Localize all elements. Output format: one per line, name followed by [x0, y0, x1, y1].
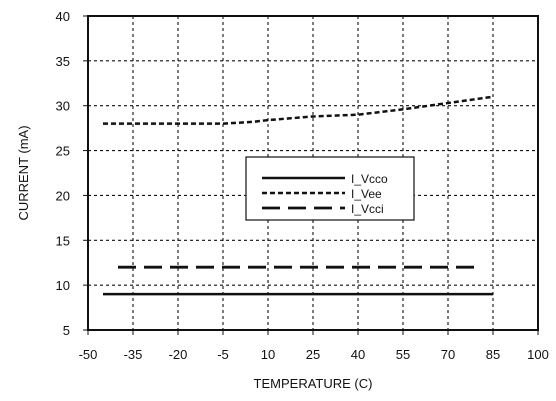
x-tick-label-70: 70: [441, 347, 455, 362]
legend-label-i-vcco: I_Vcco: [351, 172, 388, 186]
x-tick-label-100: 100: [527, 347, 549, 362]
y-tick-label-40: 40: [56, 9, 70, 24]
legend-box: [245, 156, 415, 221]
y-tick-label-35: 35: [56, 54, 70, 69]
y-tick-label-5: 5: [63, 323, 70, 338]
y-tick-label-30: 30: [56, 99, 70, 114]
x-tick-label-10: 10: [261, 347, 275, 362]
x-tick-label--5: -5: [217, 347, 229, 362]
y-axis-label: CURRENT (mA): [16, 125, 31, 220]
y-tick-label-20: 20: [56, 188, 70, 203]
series-line-i-vee: [103, 95, 494, 125]
legend-label-i-vee: I_Vee: [351, 187, 382, 201]
x-tick-label--50: -50: [79, 347, 98, 362]
y-tick-label-10: 10: [56, 278, 70, 293]
x-tick-label--20: -20: [169, 347, 188, 362]
x-axis-label: TEMPERATURE (C): [254, 376, 373, 391]
x-tick-label-25: 25: [306, 347, 320, 362]
x-tick-label-40: 40: [351, 347, 365, 362]
x-tick-label-85: 85: [486, 347, 500, 362]
x-tick-label--35: -35: [124, 347, 143, 362]
y-tick-label-25: 25: [56, 144, 70, 159]
legend-label-i-vcci: I_Vcci: [351, 202, 384, 216]
x-tick-label-55: 55: [396, 347, 410, 362]
y-tick-label-15: 15: [56, 233, 70, 248]
